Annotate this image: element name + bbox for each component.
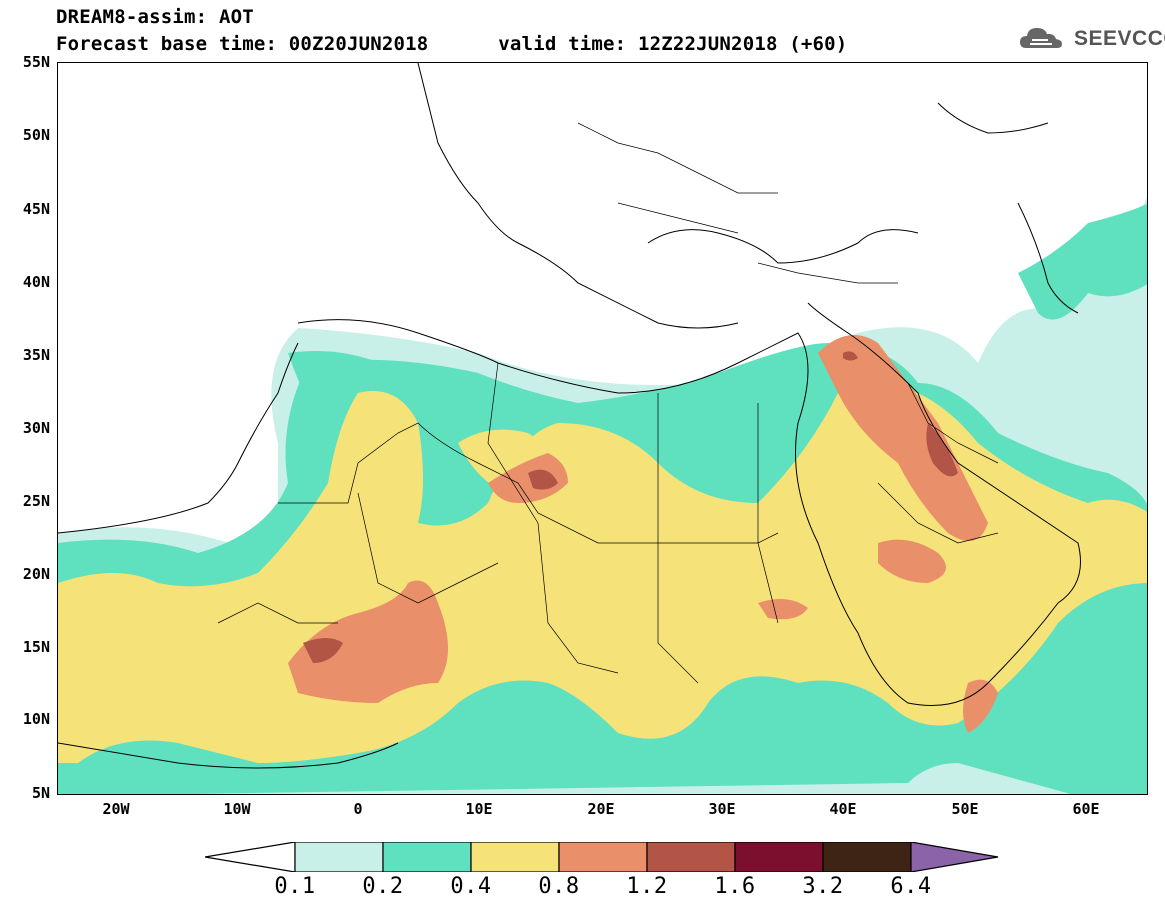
forecast-time-line: Forecast base time: 00Z20JUN2018 valid t… — [56, 33, 848, 55]
lon-label-30e: 30E — [708, 800, 736, 818]
lat-label-45n: 45N — [22, 200, 50, 218]
colorbar-label: 1.6 — [714, 874, 756, 899]
lat-label-30n: 30N — [22, 419, 50, 437]
lat-label-35n: 35N — [22, 346, 50, 364]
lon-label-40e: 40E — [829, 800, 857, 818]
coastlines — [58, 63, 1081, 769]
country-borders — [217, 122, 999, 684]
lon-label-20e: 20E — [587, 800, 615, 818]
lon-label-0: 0 — [353, 800, 363, 818]
colorbar-label: 0.1 — [274, 874, 316, 899]
lat-label-10n: 10N — [22, 710, 50, 728]
colorbar — [205, 842, 999, 872]
lat-label-15n: 15N — [22, 638, 50, 656]
colorbar-label: 0.4 — [450, 874, 492, 899]
map-canvas — [58, 63, 1147, 794]
aot-fill-1.2-1.6 — [303, 351, 958, 663]
aot-fill-0.8-1.2 — [288, 335, 998, 733]
colorbar-label: 0.2 — [362, 874, 404, 899]
lon-label-50e: 50E — [951, 800, 979, 818]
lon-label-20w: 20W — [102, 800, 130, 818]
lat-label-40n: 40N — [22, 273, 50, 291]
map-title: DREAM8-assim: AOT — [56, 6, 254, 28]
aot-map — [57, 62, 1148, 795]
lat-label-50n: 50N — [22, 126, 50, 144]
lon-label-10w: 10W — [223, 800, 251, 818]
colorbar-label: 3.2 — [802, 874, 844, 899]
lat-label-55n: 55N — [22, 53, 50, 71]
lon-label-10e: 10E — [465, 800, 493, 818]
colorbar-label: 0.8 — [538, 874, 580, 899]
cloud-icon — [1020, 28, 1062, 48]
lat-label-5n: 5N — [31, 784, 50, 802]
colorbar-label: 6.4 — [890, 874, 932, 899]
lon-label-60e: 60E — [1072, 800, 1100, 818]
colorbar-label: 1.2 — [626, 874, 668, 899]
logo-text: SEEVCCC — [1074, 27, 1165, 50]
lat-label-25n: 25N — [22, 492, 50, 510]
lat-label-20n: 20N — [22, 565, 50, 583]
